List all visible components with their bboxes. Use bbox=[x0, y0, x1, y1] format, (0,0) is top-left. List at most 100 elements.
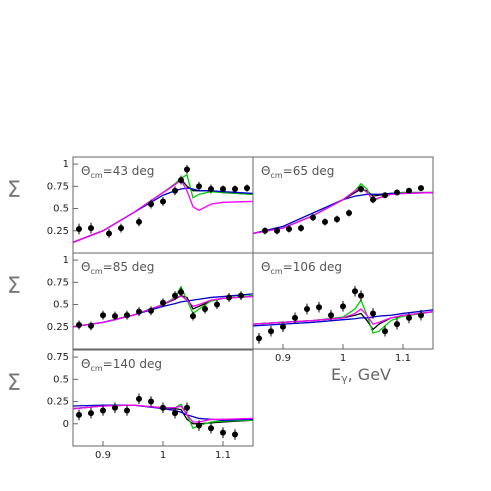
data-point bbox=[196, 183, 202, 190]
y-tick-label: 1 bbox=[63, 159, 69, 170]
model-curve bbox=[253, 182, 433, 235]
y-tick-label: 0.5 bbox=[53, 300, 69, 311]
data-point bbox=[160, 404, 166, 411]
x-tick-label: 1.1 bbox=[395, 353, 411, 364]
data-point bbox=[172, 410, 178, 417]
data-point bbox=[418, 312, 424, 319]
title-part: cm bbox=[90, 171, 102, 180]
title-part: Θ bbox=[81, 260, 90, 274]
data-point bbox=[352, 288, 358, 295]
data-point bbox=[136, 218, 142, 225]
data-point bbox=[220, 429, 226, 436]
model-curve bbox=[253, 308, 433, 325]
data-point bbox=[226, 294, 232, 301]
y-tick-label: 0.75 bbox=[47, 352, 69, 363]
data-point bbox=[88, 322, 94, 329]
data-point bbox=[232, 431, 238, 438]
data-point bbox=[370, 196, 376, 203]
data-point bbox=[214, 301, 220, 308]
title-part: Θ bbox=[261, 164, 270, 178]
data-point bbox=[190, 313, 196, 320]
data-point bbox=[100, 312, 106, 319]
data-point bbox=[358, 186, 364, 192]
y-tick-label: 0.75 bbox=[47, 181, 69, 192]
plot-area bbox=[253, 182, 433, 235]
model-curve bbox=[253, 186, 433, 235]
data-point bbox=[394, 321, 400, 328]
data-point bbox=[244, 185, 250, 192]
title-part: cm bbox=[90, 364, 102, 373]
data-point bbox=[112, 404, 118, 411]
y-tick-label: 0 bbox=[63, 419, 69, 430]
data-point bbox=[220, 186, 226, 192]
data-point bbox=[382, 328, 388, 335]
plot-area bbox=[253, 285, 433, 344]
data-point bbox=[160, 299, 166, 306]
data-point bbox=[262, 227, 268, 234]
title-part: =85 deg bbox=[103, 260, 155, 274]
data-point bbox=[184, 404, 190, 411]
title-part: Θ bbox=[261, 260, 270, 274]
x-label-part: , GeV bbox=[348, 365, 391, 384]
data-point bbox=[304, 306, 310, 312]
data-point bbox=[172, 187, 178, 194]
title-part: =43 deg bbox=[103, 164, 155, 178]
model-curve bbox=[253, 309, 433, 327]
data-point bbox=[292, 314, 298, 321]
data-point bbox=[76, 226, 82, 232]
y-tick-label: 0.75 bbox=[47, 277, 69, 288]
y-axis-label: Σ bbox=[7, 178, 21, 203]
data-point bbox=[178, 289, 184, 296]
y-tick-label: 0.25 bbox=[47, 397, 69, 408]
data-point bbox=[148, 398, 154, 405]
panel-title: Θcm=43 deg bbox=[81, 164, 154, 180]
data-point bbox=[148, 201, 154, 208]
y-axis-label: Σ bbox=[7, 274, 21, 299]
data-point bbox=[358, 292, 364, 299]
data-point bbox=[76, 411, 82, 418]
data-point bbox=[136, 395, 142, 402]
y-tick-label: 0.25 bbox=[47, 226, 69, 237]
data-point bbox=[76, 322, 82, 328]
x-tick-label: 1.1 bbox=[215, 450, 231, 461]
data-point bbox=[124, 407, 130, 414]
data-point bbox=[340, 303, 346, 310]
x-tick-label: 1 bbox=[160, 450, 166, 461]
data-point bbox=[256, 335, 262, 342]
x-label-part: E bbox=[331, 365, 341, 384]
data-point bbox=[232, 186, 238, 192]
y-tick-label: 0.5 bbox=[53, 374, 69, 385]
x-label-part: γ bbox=[341, 372, 348, 385]
model-curve bbox=[73, 187, 253, 243]
data-point bbox=[298, 225, 304, 232]
data-point bbox=[106, 230, 112, 237]
x-tick-label: 0.9 bbox=[95, 450, 111, 461]
data-point bbox=[184, 166, 190, 173]
data-point bbox=[88, 225, 94, 232]
panel-title: Θcm=85 deg bbox=[81, 260, 154, 276]
model-curve bbox=[73, 179, 253, 243]
data-point bbox=[382, 192, 388, 199]
plot-area bbox=[73, 165, 253, 243]
data-point bbox=[418, 185, 424, 192]
data-point bbox=[172, 292, 178, 299]
model-curve bbox=[73, 404, 253, 423]
data-point bbox=[148, 307, 154, 314]
data-point bbox=[394, 189, 400, 196]
data-point bbox=[346, 210, 352, 216]
data-point bbox=[112, 313, 118, 320]
title-part: cm bbox=[270, 267, 282, 276]
data-point bbox=[268, 328, 274, 335]
data-point bbox=[124, 312, 130, 319]
data-point bbox=[118, 225, 124, 232]
data-point bbox=[238, 292, 244, 299]
data-point bbox=[334, 216, 340, 223]
model-curve bbox=[73, 178, 253, 243]
y-tick-label: 1 bbox=[63, 255, 69, 266]
data-point bbox=[160, 198, 166, 205]
title-part: Θ bbox=[81, 164, 90, 178]
plot-area bbox=[73, 285, 253, 331]
data-point bbox=[322, 218, 328, 225]
x-tick-label: 1 bbox=[340, 353, 346, 364]
